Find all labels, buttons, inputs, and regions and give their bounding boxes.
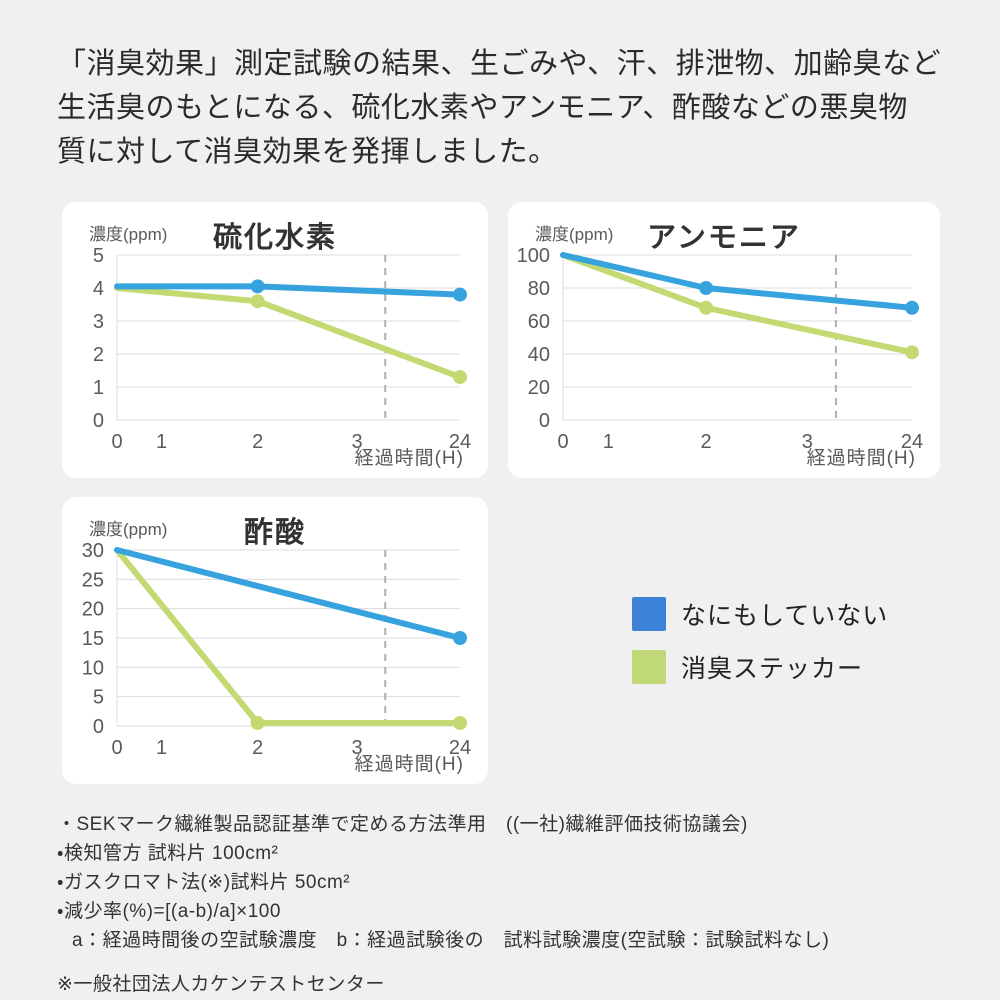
- svg-text:0: 0: [111, 431, 122, 453]
- legend-label: なにもしていない: [681, 602, 889, 630]
- svg-text:1: 1: [156, 431, 167, 453]
- svg-text:25: 25: [82, 569, 104, 591]
- svg-text:1: 1: [93, 377, 104, 399]
- svg-text:24: 24: [449, 431, 471, 453]
- svg-text:2: 2: [252, 737, 263, 759]
- asterisk-note: ※一般社団法人カケンテストセンター: [57, 974, 385, 995]
- chart-plot-acetic-acid: 0 5 10 15 20 25 30 0 1 2 3 24: [82, 540, 471, 759]
- svg-text:2: 2: [701, 431, 712, 453]
- charts-row-bottom: 濃度(ppm) 酢酸 0 5 10 15 20 25 30 0 1 2 3 24 経過時間(H) なに…: [62, 497, 950, 784]
- svg-text:5: 5: [93, 245, 104, 267]
- svg-text:100: 100: [517, 245, 550, 267]
- chart-plot-hydrogen-sulfide: 0 1 2 3 4 5 0 1 2 3 24: [93, 245, 471, 453]
- chart-card-hydrogen-sulfide: 濃度(ppm) 硫化水素 0 1 2 3 4 5 0 1 2 3 24 経過時間(H): [62, 202, 488, 478]
- footnotes: ・SEKマーク繊維製品認証基準で定める方法準用 ((一社)繊維評価技術協議会) …: [57, 810, 950, 999]
- svg-text:2: 2: [252, 431, 263, 453]
- svg-text:40: 40: [528, 344, 550, 366]
- x-axis-unit-label: 経過時間(H): [354, 448, 464, 469]
- svg-text:20: 20: [82, 599, 104, 621]
- header-line-2: 生活臭のもとになる、硫化水素やアンモニア、酢酸などの悪臭物: [57, 92, 908, 124]
- svg-text:4: 4: [93, 278, 104, 300]
- svg-text:0: 0: [93, 716, 104, 738]
- svg-text:0: 0: [111, 737, 122, 759]
- header-line-1: 「消臭効果」測定試験の結果、生ごみや、汗、排泄物、加齢臭など: [57, 48, 942, 80]
- svg-text:2: 2: [93, 344, 104, 366]
- svg-text:20: 20: [528, 377, 550, 399]
- svg-text:15: 15: [82, 628, 104, 650]
- y-axis-unit-label: 濃度(ppm): [535, 225, 614, 244]
- svg-text:3: 3: [93, 311, 104, 333]
- charts-row-top: 濃度(ppm) 硫化水素 0 1 2 3 4 5 0 1 2 3 24 経過時間(H) 濃度(ppm…: [62, 202, 950, 478]
- chart-legend: なにもしていない 消臭ステッカー: [632, 497, 888, 784]
- chart-card-acetic-acid: 濃度(ppm) 酢酸 0 5 10 15 20 25 30 0 1 2 3 24 経過時間(H): [62, 497, 488, 784]
- svg-text:10: 10: [82, 657, 104, 679]
- chart-title: 酢酸: [243, 517, 306, 549]
- svg-text:60: 60: [528, 311, 550, 333]
- legend-item-deodorant-sticker: 消臭ステッカー: [632, 649, 888, 685]
- legend-swatch-green: [632, 650, 666, 684]
- svg-text:0: 0: [539, 410, 550, 432]
- svg-text:30: 30: [82, 540, 104, 562]
- svg-text:3: 3: [352, 431, 363, 453]
- svg-text:0: 0: [557, 431, 568, 453]
- footnote-reduction-formula: ・減少率(%)=[(a-b)/a]×100: [57, 901, 281, 922]
- y-axis-unit-label: 濃度(ppm): [89, 225, 168, 244]
- chart-card-ammonia: 濃度(ppm) アンモニア 0 20 40 60 80 100 0 1 2 3 24 経過時間(H): [508, 202, 940, 478]
- header-line-3: 質に対して消臭効果を発揮しました。: [57, 136, 558, 168]
- svg-text:5: 5: [93, 687, 104, 709]
- svg-text:3: 3: [352, 737, 363, 759]
- x-axis-unit-label: 経過時間(H): [806, 448, 916, 469]
- footnote-formula-variables: a：経過時間後の空試験濃度 b：経過試験後の 試料試験濃度(空試験：試験試料なし…: [72, 930, 830, 951]
- legend-swatch-blue: [632, 597, 666, 631]
- svg-text:3: 3: [802, 431, 813, 453]
- x-axis-unit-label: 経過時間(H): [354, 754, 464, 775]
- footnote-detector-tube: ・検知管方 試料片 100cm²: [57, 843, 279, 864]
- chart-plot-ammonia: 0 20 40 60 80 100 0 1 2 3 24: [517, 245, 924, 453]
- svg-text:1: 1: [603, 431, 614, 453]
- chart-title: 硫化水素: [212, 222, 337, 254]
- footnote-method: ・SEKマーク繊維製品認証基準で定める方法準用 ((一社)繊維評価技術協議会): [57, 814, 748, 835]
- legend-item-untreated: なにもしていない: [632, 596, 888, 632]
- svg-text:24: 24: [449, 737, 471, 759]
- footnote-gas-chromatography: ・ガスクロマト法(※)試料片 50cm²: [57, 872, 351, 893]
- svg-text:80: 80: [528, 278, 550, 300]
- y-axis-unit-label: 濃度(ppm): [89, 520, 168, 539]
- svg-text:24: 24: [901, 431, 923, 453]
- svg-text:0: 0: [93, 410, 104, 432]
- legend-label: 消臭ステッカー: [681, 655, 864, 683]
- chart-title: アンモニア: [647, 222, 801, 254]
- page-title: 「消臭効果」測定試験の結果、生ごみや、汗、排泄物、加齢臭など 生活臭のもとになる…: [57, 42, 950, 174]
- svg-text:1: 1: [156, 737, 167, 759]
